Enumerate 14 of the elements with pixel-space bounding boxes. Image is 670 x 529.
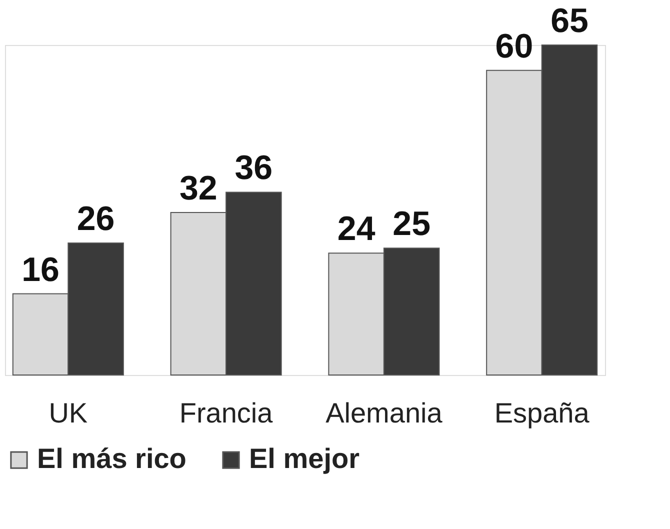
data-label: 26 (76, 200, 115, 238)
x-tick-label: España (494, 398, 590, 428)
data-label: 60 (495, 27, 534, 66)
data-label: 25 (392, 205, 430, 244)
data-label: 16 (22, 250, 60, 289)
x-tick-label: UK (48, 398, 88, 428)
legend-label: El más rico (37, 443, 186, 474)
x-tick-label: Francia (179, 398, 274, 428)
data-label: 24 (337, 210, 376, 248)
x-tick-label: Alemania (326, 398, 443, 428)
data-label: 65 (550, 2, 588, 40)
data-label: 32 (180, 170, 218, 208)
data-label: 36 (234, 149, 273, 188)
legend-label: El mejor (249, 443, 360, 474)
